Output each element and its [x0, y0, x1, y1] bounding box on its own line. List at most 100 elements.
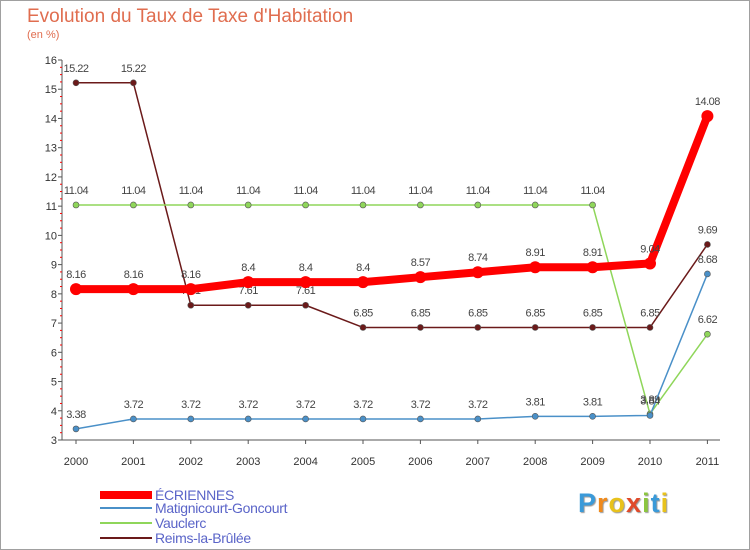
- chart-title: Evolution du Taux de Taxe d'Habitation: [27, 6, 354, 27]
- legend-label-ecriennes: ÉCRIENNES: [155, 487, 234, 503]
- data-point-matignicourt-goncourt: [704, 270, 711, 278]
- y-tick-label: 8: [51, 289, 57, 301]
- logo-letter: i: [642, 488, 651, 518]
- x-tick-label: 2003: [236, 456, 260, 468]
- data-label-matignicourt-goncourt: 3.72: [296, 399, 316, 411]
- data-point-matignicourt-goncourt: [646, 412, 654, 419]
- data-point-reims-la-brulee: [531, 324, 539, 331]
- data-label-vauclerc: 11.04: [466, 185, 491, 197]
- data-label-matignicourt-goncourt: 3.81: [583, 396, 603, 408]
- y-tick-label: 3: [51, 435, 57, 447]
- x-tick-label: 2004: [293, 456, 317, 468]
- data-point-reims-la-brulee: [646, 324, 654, 331]
- data-label-reims-la-brulee: 6.85: [525, 307, 545, 319]
- data-label-matignicourt-goncourt: 3.84: [640, 395, 660, 407]
- data-point-matignicourt-goncourt: [417, 415, 424, 423]
- data-label-matignicourt-goncourt: 3.72: [238, 399, 258, 411]
- x-tick-label: 2006: [408, 456, 432, 468]
- data-point-matignicourt-goncourt: [531, 413, 539, 420]
- data-label-ecriennes: 8.91: [525, 247, 545, 259]
- data-point-vauclerc: [302, 201, 309, 209]
- legend-swatch-reims-la-brulee: [100, 537, 152, 539]
- data-point-reims-la-brulee: [72, 79, 80, 87]
- data-point-reims-la-brulee: [302, 301, 309, 309]
- data-point-vauclerc: [474, 201, 482, 209]
- y-tick-label: 16: [45, 55, 57, 67]
- data-point-matignicourt-goncourt: [359, 415, 367, 423]
- data-label-ecriennes: 14.08: [695, 96, 720, 108]
- data-point-vauclerc: [244, 201, 252, 209]
- chart-subtitle: (en %): [27, 29, 60, 41]
- data-point-matignicourt-goncourt: [72, 425, 80, 433]
- data-point-ecriennes: [586, 261, 599, 274]
- legend-item-matignicourt-goncourt[interactable]: Matignicourt-Goncourt: [100, 500, 288, 516]
- data-point-vauclerc: [417, 201, 424, 209]
- data-label-matignicourt-goncourt: 3.72: [124, 399, 144, 411]
- data-label-vauclerc: 6.62: [698, 314, 718, 326]
- data-point-ecriennes: [127, 283, 140, 296]
- legend-swatch-vauclerc: [100, 522, 152, 524]
- legend-label-reims-la-brulee: Reims-la-Brûlée: [155, 530, 251, 546]
- data-point-reims-la-brulee: [130, 79, 137, 87]
- data-label-vauclerc: 11.04: [236, 185, 261, 197]
- data-label-reims-la-brulee: 6.85: [468, 307, 488, 319]
- data-point-reims-la-brulee: [417, 324, 424, 331]
- legend-item-vauclerc[interactable]: Vauclerc: [100, 515, 206, 531]
- data-point-reims-la-brulee: [589, 324, 596, 331]
- x-tick-label: 2000: [64, 456, 88, 468]
- data-label-reims-la-brulee: 9.69: [698, 224, 718, 236]
- series-line-reims-la-brulee: [75, 82, 709, 329]
- data-point-ecriennes: [644, 257, 656, 270]
- data-point-reims-la-brulee: [704, 241, 711, 248]
- data-label-matignicourt-goncourt: 3.81: [525, 396, 545, 408]
- y-tick-label: 6: [51, 347, 57, 359]
- series-line-ecriennes: [72, 112, 712, 294]
- data-label-reims-la-brulee: 6.85: [583, 307, 603, 319]
- y-tick-label: 12: [45, 172, 57, 184]
- data-label-vauclerc: 11.04: [64, 185, 89, 197]
- data-point-ecriennes: [299, 276, 312, 289]
- y-tick-label: 15: [45, 84, 57, 96]
- y-tick-label: 5: [51, 377, 57, 389]
- data-point-matignicourt-goncourt: [244, 415, 252, 423]
- data-label-matignicourt-goncourt: 3.72: [353, 399, 373, 411]
- legend-item-ecriennes[interactable]: ÉCRIENNES: [100, 487, 234, 503]
- data-point-vauclerc: [589, 201, 596, 209]
- legend-swatch-matignicourt-goncourt: [100, 507, 152, 509]
- data-label-reims-la-brulee: 7.61: [296, 285, 316, 297]
- y-tick-label: 4: [51, 406, 57, 418]
- data-label-ecriennes: 8.4: [356, 262, 370, 274]
- data-label-ecriennes: 8.91: [583, 247, 603, 259]
- data-label-reims-la-brulee: 7.61: [238, 285, 258, 297]
- data-label-reims-la-brulee: 6.85: [640, 307, 660, 319]
- data-label-vauclerc: 11.04: [523, 185, 548, 197]
- data-point-matignicourt-goncourt: [474, 415, 482, 423]
- x-tick-label: 2002: [179, 456, 203, 468]
- data-point-vauclerc: [130, 201, 137, 209]
- legend-item-reims-la-brulee[interactable]: Reims-la-Brûlée: [100, 530, 251, 546]
- data-point-ecriennes: [471, 266, 484, 279]
- series-line-vauclerc: [75, 204, 709, 415]
- x-tick-label: 2010: [638, 456, 662, 468]
- data-label-matignicourt-goncourt: 3.38: [66, 409, 86, 421]
- data-point-ecriennes: [357, 276, 369, 289]
- data-point-matignicourt-goncourt: [589, 413, 596, 420]
- data-label-vauclerc: 11.04: [351, 185, 376, 197]
- legend-swatch-ecriennes: [100, 491, 152, 499]
- x-tick-label: 2009: [580, 456, 604, 468]
- data-label-vauclerc: 11.04: [121, 185, 146, 197]
- data-point-ecriennes: [242, 276, 255, 289]
- data-point-ecriennes: [529, 261, 542, 274]
- data-point-reims-la-brulee: [187, 301, 195, 309]
- proxiti-logo: Proxiti: [578, 488, 669, 519]
- data-label-vauclerc: 11.04: [179, 185, 204, 197]
- data-label-ecriennes: 8.16: [124, 269, 144, 281]
- y-tick-label: 13: [45, 143, 57, 155]
- logo-letter: t: [650, 488, 661, 518]
- data-point-matignicourt-goncourt: [130, 415, 137, 423]
- x-tick-label: 2011: [696, 456, 720, 468]
- y-tick-label: 10: [45, 230, 57, 242]
- data-point-ecriennes: [414, 271, 427, 284]
